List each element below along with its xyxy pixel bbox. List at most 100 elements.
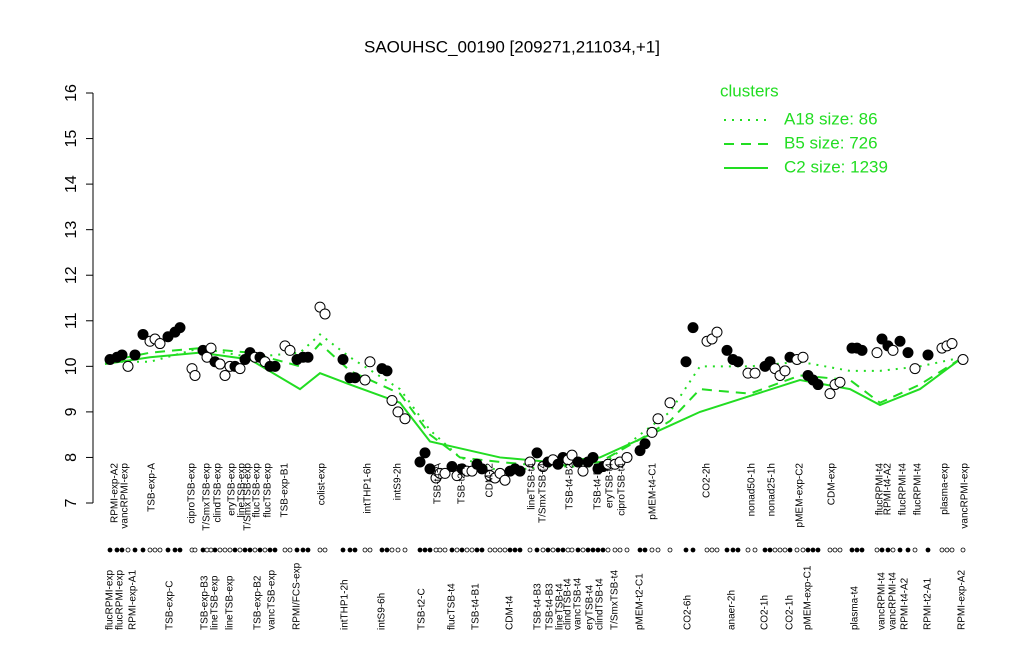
- legend-label: B5 size: 726: [784, 133, 878, 152]
- rug-point: [237, 547, 243, 553]
- rug-point: [649, 547, 655, 553]
- bottom-sample-label: anaer-2h: [727, 590, 738, 630]
- y-tick-label: 12: [63, 266, 80, 284]
- point: [797, 351, 809, 363]
- rug-point: [427, 547, 433, 553]
- top-sample-label: intTHP1-6h: [363, 463, 374, 514]
- rug-point: [517, 547, 523, 553]
- top-sample-label: TSB-exp-A: [147, 463, 158, 512]
- point: [902, 347, 914, 359]
- top-sample-label: vancRPMI-exp: [960, 463, 971, 529]
- rug-point: [617, 547, 623, 553]
- rug-point: [590, 547, 596, 553]
- rug-point: [512, 547, 518, 553]
- rug-point: [730, 547, 736, 553]
- rug-point: [777, 547, 783, 553]
- rug-point: [683, 547, 689, 553]
- rug-point: [242, 547, 248, 553]
- point: [946, 338, 958, 350]
- rug-point: [925, 547, 931, 553]
- top-sample-label: T/SmxTSB-exp: [202, 463, 213, 531]
- point: [419, 447, 431, 459]
- point: [302, 351, 314, 363]
- point: [812, 379, 824, 391]
- rug-point: [534, 547, 540, 553]
- top-sample-label: CO2-2h: [702, 463, 713, 498]
- rug-point: [560, 547, 566, 553]
- point: [154, 338, 166, 350]
- top-sample-label: lineTSB-t4: [527, 463, 538, 510]
- rug-point: [837, 547, 843, 553]
- rug-point: [433, 547, 439, 553]
- rug-point: [767, 547, 773, 553]
- top-sample-label: T/SmxTSB-exp: [243, 463, 254, 531]
- rug-point: [555, 547, 561, 553]
- point: [577, 465, 589, 477]
- rug-point: [874, 547, 880, 553]
- y-tick-label: 11: [63, 312, 80, 329]
- point: [779, 365, 791, 377]
- point: [646, 426, 658, 438]
- rug-point: [944, 547, 950, 553]
- top-sample-label: intS9-2h: [393, 463, 404, 500]
- bottom-sample-label: TSB-exp-B2: [253, 575, 264, 630]
- rug-point: [147, 547, 153, 553]
- rug-point: [454, 547, 460, 553]
- point: [687, 322, 699, 334]
- rug-point: [949, 547, 955, 553]
- rug-point: [395, 547, 401, 553]
- top-sample-label: vancRPMI-exp: [120, 463, 131, 529]
- point: [909, 363, 921, 375]
- bottom-sample-label: lineTSB-exp: [225, 575, 236, 630]
- rug-point: [272, 547, 278, 553]
- rug-point: [854, 547, 860, 553]
- point: [381, 365, 393, 377]
- point: [524, 456, 536, 468]
- rug-point: [624, 547, 630, 553]
- rug-point: [800, 547, 806, 553]
- rug-point: [605, 547, 611, 553]
- point: [749, 367, 761, 379]
- legend-title: clusters: [720, 81, 779, 100]
- y-tick-label: 13: [63, 221, 80, 239]
- top-sample-label: flucTSB-exp: [263, 463, 274, 518]
- rug-point: [192, 547, 198, 553]
- rug-point: [487, 547, 493, 553]
- y-tick-label: 15: [63, 130, 80, 148]
- point: [364, 356, 376, 368]
- bottom-sample-label: vancRPMI-t4: [877, 572, 888, 630]
- top-sample-label: CDM-t2: [485, 463, 496, 498]
- point: [386, 395, 398, 406]
- top-sample-label: flucRPMI-t4: [913, 463, 924, 516]
- rug-point: [502, 547, 508, 553]
- rug-point: [550, 547, 556, 553]
- top-sample-label: flucTSB-exp: [252, 463, 263, 518]
- rug-point: [960, 547, 966, 553]
- rug-point: [794, 547, 800, 553]
- bottom-sample-label: TSB-t4-B3: [533, 583, 544, 630]
- point: [337, 354, 349, 365]
- rug-point: [565, 547, 571, 553]
- legend-label: C2 size: 1239: [784, 157, 888, 176]
- rug-point: [107, 547, 113, 553]
- rug-point: [437, 547, 443, 553]
- rug-point: [367, 547, 373, 553]
- rug-point: [469, 547, 475, 553]
- rug-point: [772, 547, 778, 553]
- top-sample-label: RPMI-exp-A2: [110, 463, 121, 523]
- point: [957, 354, 969, 365]
- bottom-sample-label: T/SmxTSB-t4: [610, 570, 621, 630]
- top-sample-label: eryTSB-exp: [227, 463, 238, 516]
- rug-point: [815, 547, 821, 553]
- rug-point: [805, 547, 811, 553]
- top-sample-label: nonad25-1h: [767, 463, 778, 516]
- top-sample-label: TSB-t4-B3: [593, 463, 604, 510]
- rug-point: [479, 547, 485, 553]
- bottom-sample-label: clindTSB-t4: [563, 578, 574, 630]
- point: [189, 369, 201, 381]
- point: [824, 388, 836, 400]
- rug-point: [257, 547, 263, 553]
- rug-point: [317, 547, 323, 553]
- top-sample-label: TSB-exp-B1: [280, 463, 291, 518]
- y-tick-label: 10: [63, 357, 80, 375]
